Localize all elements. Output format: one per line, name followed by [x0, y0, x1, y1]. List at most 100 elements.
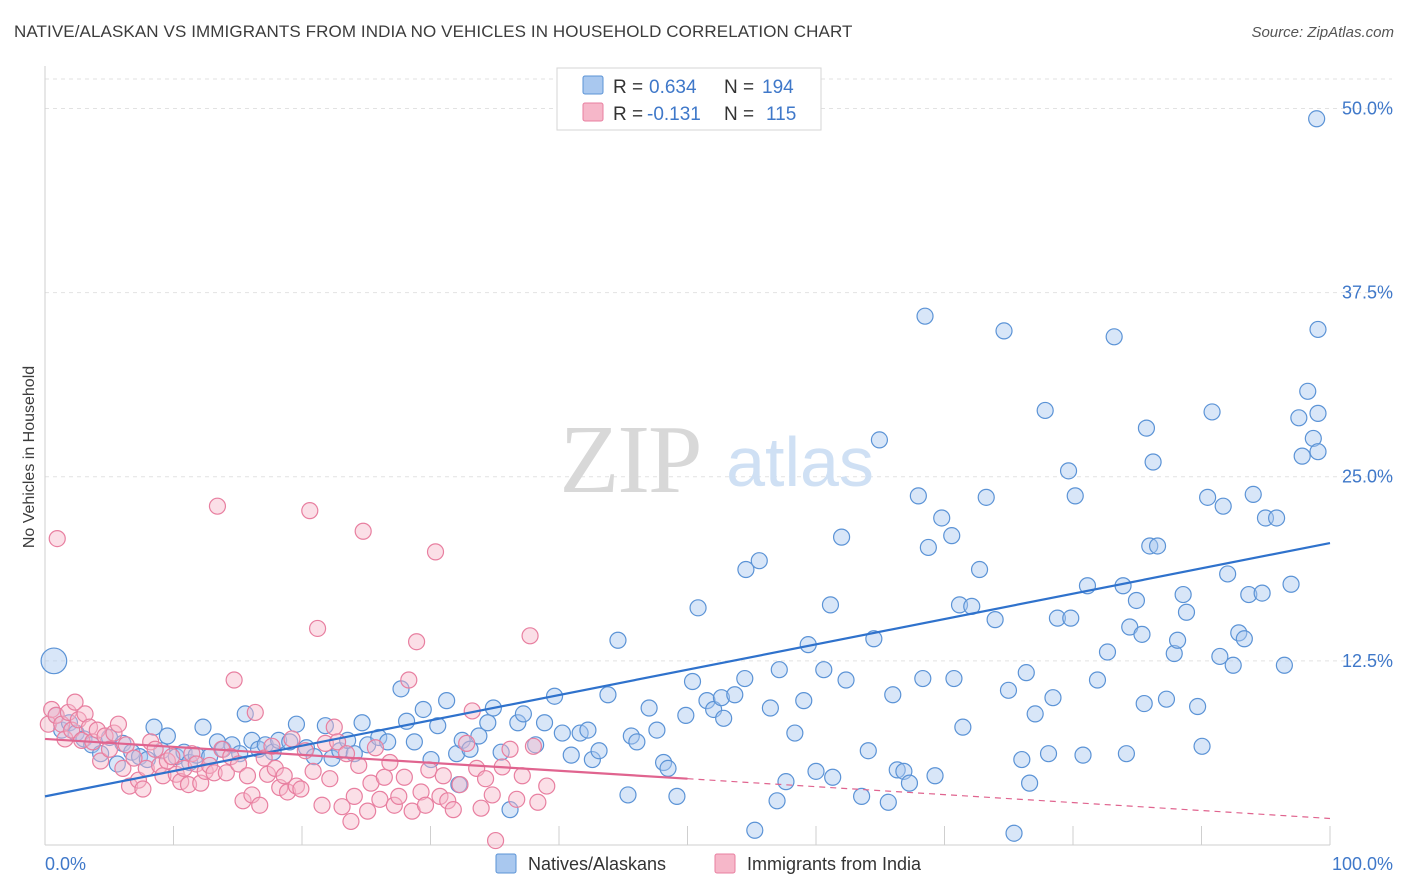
point-india-45 — [217, 764, 235, 782]
point-native-146 — [1105, 328, 1123, 346]
point-india-79 — [359, 802, 377, 820]
point-india-78 — [354, 522, 372, 540]
point-native-81 — [677, 706, 695, 724]
point-native-33 — [281, 733, 299, 751]
point-native-132 — [1013, 750, 1031, 769]
point-native-110 — [879, 793, 897, 811]
point-native-98 — [795, 692, 813, 710]
point-native-94 — [768, 792, 786, 810]
point-india-82 — [371, 790, 389, 808]
point-india-53 — [251, 796, 269, 814]
point-native-166 — [1214, 497, 1232, 515]
point-native-77 — [648, 721, 666, 739]
point-native-16 — [158, 727, 176, 745]
point-native-164 — [1203, 403, 1221, 421]
point-india-11 — [76, 705, 94, 723]
point-india-17 — [100, 740, 119, 758]
point-native-7 — [92, 745, 110, 763]
point-native-123 — [950, 596, 969, 614]
point-native-127 — [977, 488, 995, 506]
point-india-113 — [529, 793, 547, 811]
point-india-7 — [63, 721, 81, 739]
point-native-112 — [888, 761, 906, 779]
point-native-42 — [353, 714, 371, 732]
point-india-60 — [278, 783, 297, 801]
point-native-136 — [1039, 745, 1058, 763]
point-native-170 — [1235, 630, 1253, 648]
point-native-101 — [815, 661, 833, 679]
point-india-68 — [313, 796, 331, 814]
point-native-129 — [995, 322, 1013, 340]
point-native-97 — [786, 724, 804, 742]
point-native-115 — [909, 487, 927, 505]
trend-line-india-dashed — [687, 778, 1331, 820]
point-india-83 — [375, 768, 393, 786]
point-native-117 — [916, 307, 934, 325]
point-native-171 — [1240, 585, 1258, 604]
point-india-81 — [366, 739, 385, 757]
y-tick-label-1: 25.0% — [1342, 467, 1393, 487]
point-india-18 — [105, 724, 123, 742]
point-native-144 — [1088, 671, 1107, 689]
point-native-182 — [1309, 320, 1327, 339]
point-india-112 — [524, 737, 543, 755]
point-native-145 — [1098, 643, 1117, 661]
bottom-legend-label-india: Immigrants from India — [747, 854, 922, 874]
point-india-52 — [246, 703, 264, 722]
point-native-187 — [619, 786, 637, 804]
point-native-82 — [683, 672, 702, 691]
point-native-69 — [579, 721, 597, 739]
point-india-106 — [486, 831, 505, 850]
point-native-176 — [1275, 656, 1293, 674]
point-native-162 — [1193, 737, 1211, 755]
point-native-72 — [599, 686, 617, 704]
point-native-86 — [712, 689, 731, 707]
tick-labels: 12.5% 25.0% 37.5% 50.0% 0.0% 100.0% — [45, 98, 1393, 874]
stat-n-value-2: 115 — [766, 104, 796, 125]
point-native-180 — [1299, 382, 1317, 400]
point-india-36 — [179, 776, 198, 794]
legend-swatch-blue — [582, 75, 604, 95]
point-native-84 — [698, 692, 716, 710]
point-native-60 — [501, 801, 519, 819]
point-native-128 — [986, 611, 1004, 629]
point-native-79 — [659, 759, 677, 778]
point-native-107 — [859, 742, 877, 760]
point-native-142 — [1074, 746, 1092, 764]
point-india-97 — [439, 792, 457, 810]
watermark-zip: ZIP — [560, 406, 701, 514]
point-india-42 — [205, 764, 223, 782]
point-india-88 — [400, 671, 418, 689]
point-india-75 — [342, 812, 360, 831]
bottom-legend-swatch-blue — [495, 853, 517, 874]
x-tick-label-1: 100.0% — [1332, 854, 1393, 874]
point-native-119 — [926, 767, 944, 785]
point-native-88 — [726, 686, 744, 704]
point-native-133 — [1017, 664, 1035, 682]
point-native-189 — [1135, 694, 1153, 713]
point-native-137 — [1044, 689, 1062, 707]
point-india-23 — [125, 749, 143, 767]
stat-n-label-2: N = — [724, 104, 754, 125]
point-india-93 — [420, 761, 438, 779]
grid-lines — [45, 78, 1392, 662]
point-native-173 — [1253, 584, 1271, 602]
point-native-126 — [970, 560, 989, 579]
point-india-111 — [521, 627, 539, 645]
series-immigrants-india — [39, 497, 556, 850]
point-india-28 — [146, 740, 164, 758]
stat-r-label-2: R = — [613, 104, 643, 125]
point-india-37 — [183, 745, 201, 763]
point-native-49 — [414, 700, 432, 719]
point-native-103 — [824, 768, 842, 786]
point-native-90 — [737, 560, 755, 579]
point-native-102 — [821, 596, 840, 614]
point-india-103 — [472, 799, 490, 817]
y-tick-label-2: 37.5% — [1342, 283, 1393, 303]
point-india-8 — [66, 693, 84, 711]
point-native-28 — [243, 731, 261, 750]
point-native-21 — [194, 718, 212, 736]
point-native-181 — [1304, 429, 1322, 448]
point-india-15 — [92, 752, 110, 770]
point-native-118 — [919, 538, 937, 557]
